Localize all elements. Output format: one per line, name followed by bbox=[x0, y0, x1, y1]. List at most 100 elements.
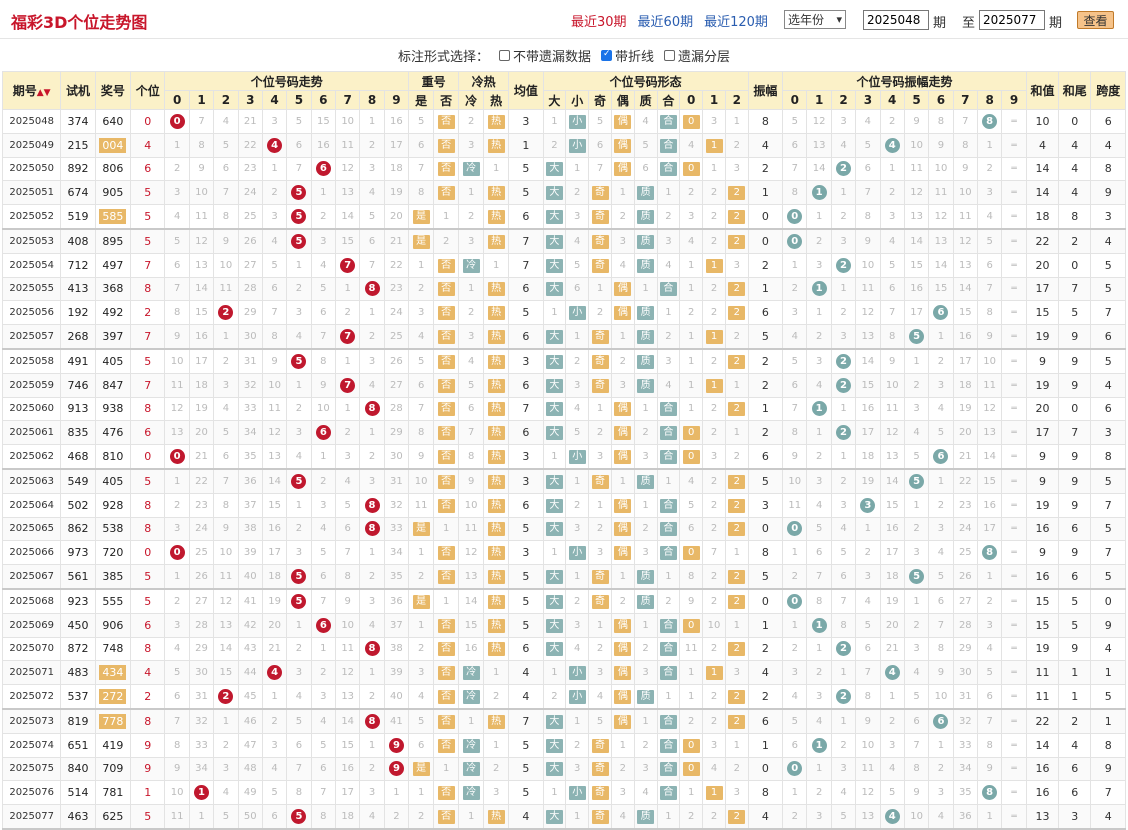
zf-miss: 17 bbox=[952, 348, 978, 374]
zf-miss: 14 bbox=[903, 228, 930, 254]
zf-hit-ball: 4 bbox=[884, 809, 900, 824]
col-issue[interactable]: 期号▲▼ bbox=[1, 71, 62, 110]
option-no-miss[interactable]: 不带遗漏数据 bbox=[498, 46, 591, 65]
trend-miss: 3 bbox=[286, 300, 312, 326]
trend-miss: 12 bbox=[164, 396, 190, 422]
zf-miss: 11 bbox=[976, 372, 1003, 398]
gewei-cell: 5 bbox=[130, 468, 166, 494]
zf-miss: 2 bbox=[806, 228, 832, 254]
lr-miss: 15 bbox=[458, 612, 485, 638]
jianghao-cell: 272 bbox=[94, 684, 132, 710]
zf-digit-3: 3 bbox=[855, 90, 881, 110]
xt-small: 小 bbox=[565, 660, 590, 686]
trend-miss: 6 bbox=[286, 732, 312, 758]
hezhi-cell: 11 bbox=[1025, 660, 1060, 686]
zhenfu-cell: 6 bbox=[747, 444, 784, 470]
xt-mod-miss: 2 bbox=[702, 348, 726, 374]
hewei-cell: 9 bbox=[1058, 372, 1092, 398]
ch-no: 否 bbox=[433, 492, 460, 518]
xt-miss: 3 bbox=[565, 612, 590, 638]
option-miss-layer[interactable]: 遗漏分层 bbox=[664, 46, 730, 65]
xt-mod-miss: 1 bbox=[724, 540, 749, 566]
zf-miss: 2 bbox=[830, 732, 857, 758]
ch-no: 否 bbox=[433, 109, 460, 134]
xt-mod-hit: 0 bbox=[679, 756, 704, 782]
zf-miss: ═ bbox=[1001, 468, 1027, 494]
zf-hit-ball: 1 bbox=[811, 185, 827, 201]
ch-miss: 1 bbox=[408, 780, 435, 806]
lr-miss: 3 bbox=[458, 228, 485, 254]
gewei-cell: 6 bbox=[130, 612, 166, 638]
zf-hit: 4 bbox=[879, 132, 905, 158]
zf-hit-ball: 4 bbox=[884, 665, 900, 681]
checkbox-no-miss[interactable] bbox=[498, 49, 510, 61]
lr-miss: 1 bbox=[458, 804, 485, 830]
nav-recent-120[interactable]: 最近120期 bbox=[704, 15, 768, 30]
xt-even: 偶 bbox=[610, 109, 635, 134]
zf-miss: 18 bbox=[855, 444, 881, 470]
hezhi-cell: 14 bbox=[1025, 156, 1060, 182]
shiji-cell: 413 bbox=[60, 276, 96, 302]
trend-miss: 18 bbox=[188, 372, 215, 398]
zf-miss: 7 bbox=[782, 156, 808, 182]
query-button[interactable]: 查看 bbox=[1077, 11, 1114, 29]
trend-miss: 4 bbox=[286, 324, 312, 350]
trend-table: 期号▲▼ 试机 奖号 个位 个位号码走势 重号 冷热 均值 个位号码形态 振幅 … bbox=[1, 71, 1126, 830]
zf-miss: 27 bbox=[952, 588, 978, 614]
trend-miss: 31 bbox=[383, 468, 410, 494]
trend-miss: 6 bbox=[213, 156, 239, 182]
nav-recent-30[interactable]: 最近30期 bbox=[571, 15, 627, 30]
checkbox-polyline[interactable] bbox=[601, 49, 612, 61]
zf-miss: 8 bbox=[928, 109, 954, 134]
gewei-cell: 8 bbox=[130, 492, 166, 518]
from-issue-input[interactable] bbox=[863, 10, 929, 30]
zf-miss: 14 bbox=[952, 276, 978, 302]
xt-prime: 质 bbox=[633, 804, 658, 830]
issue-cell: 2025071 bbox=[1, 660, 62, 686]
gewei-cell: 4 bbox=[130, 660, 166, 686]
issue-cell: 2025057 bbox=[1, 324, 62, 350]
page-title: 福彩3D个位走势图 bbox=[11, 13, 148, 32]
jianghao-cell: 781 bbox=[94, 780, 132, 806]
trend-miss: 3 bbox=[359, 156, 385, 182]
zf-miss: 3 bbox=[928, 780, 954, 806]
kuadu-cell: 7 bbox=[1090, 780, 1126, 806]
xt-miss: 1 bbox=[610, 324, 635, 350]
zf-hit: 5 bbox=[903, 468, 930, 494]
gewei-cell: 5 bbox=[130, 204, 166, 230]
nav-recent-60[interactable]: 最近60期 bbox=[637, 15, 694, 30]
zf-miss: 2 bbox=[879, 708, 905, 734]
hezhi-cell: 9 bbox=[1025, 540, 1060, 566]
xt-mod-hit: 2 bbox=[724, 204, 749, 230]
zhenfu-cell: 0 bbox=[747, 756, 784, 782]
lr-hot: 热 bbox=[483, 636, 510, 662]
shiji-cell: 651 bbox=[60, 732, 96, 758]
zf-miss: 25 bbox=[952, 540, 978, 566]
zf-miss: 7 bbox=[976, 708, 1003, 734]
zf-miss: 13 bbox=[879, 444, 905, 470]
zf-hit-ball: 0 bbox=[787, 521, 803, 537]
sort-updown-icon[interactable]: ▲▼ bbox=[36, 88, 51, 98]
trend-miss: 9 bbox=[261, 348, 288, 374]
col-kuadu: 跨度 bbox=[1090, 71, 1126, 110]
zf-hit: 4 bbox=[879, 804, 905, 830]
zf-miss: ═ bbox=[1001, 588, 1027, 614]
checkbox-miss-layer[interactable] bbox=[664, 49, 676, 61]
trend-miss: 11 bbox=[213, 276, 239, 302]
xt-prime: 质 bbox=[633, 252, 658, 278]
zf-miss: 10 bbox=[928, 156, 954, 182]
xt-mod-miss: 1 bbox=[679, 252, 704, 278]
zf-miss: 3 bbox=[830, 228, 857, 254]
lengre-sub-1: 热 bbox=[483, 90, 510, 110]
option-polyline[interactable]: 带折线 bbox=[601, 46, 654, 65]
zf-miss: 12 bbox=[855, 780, 881, 806]
xt-miss: 1 bbox=[610, 180, 635, 206]
xt-mod-hit: 0 bbox=[679, 444, 704, 470]
zf-miss: 11 bbox=[782, 492, 808, 518]
xt-odd: 奇 bbox=[588, 180, 612, 206]
zf-miss: 3 bbox=[806, 468, 832, 494]
to-issue-input[interactable] bbox=[979, 10, 1045, 30]
xt-mod-miss: 3 bbox=[724, 780, 749, 806]
option-no-miss-label: 不带遗漏数据 bbox=[512, 49, 591, 65]
year-select[interactable]: 选年份 bbox=[784, 10, 846, 29]
